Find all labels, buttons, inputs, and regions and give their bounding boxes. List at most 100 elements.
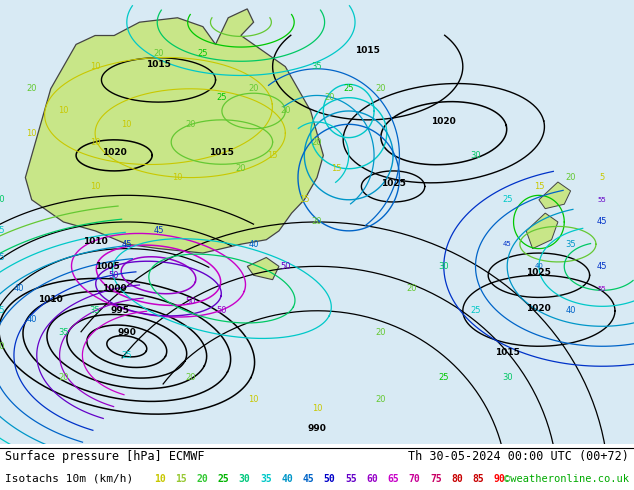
Text: 1015: 1015 xyxy=(355,46,380,55)
Text: 45: 45 xyxy=(597,262,607,271)
Text: 20: 20 xyxy=(153,49,164,58)
Text: 20: 20 xyxy=(375,395,385,404)
Text: 20: 20 xyxy=(312,138,322,147)
Text: 85: 85 xyxy=(472,474,484,484)
Polygon shape xyxy=(526,213,558,248)
Text: 25: 25 xyxy=(344,84,354,93)
Text: 5: 5 xyxy=(600,173,605,182)
Text: 55: 55 xyxy=(345,474,357,484)
Text: 1020: 1020 xyxy=(526,304,552,313)
Text: 20: 20 xyxy=(375,328,385,338)
Text: 15: 15 xyxy=(534,182,544,191)
Text: 1020: 1020 xyxy=(101,148,127,157)
Text: 25: 25 xyxy=(439,373,449,382)
Text: 50: 50 xyxy=(217,306,227,315)
Text: 30: 30 xyxy=(239,474,250,484)
Text: 40: 40 xyxy=(566,306,576,315)
Text: 20: 20 xyxy=(185,120,195,129)
Text: 25: 25 xyxy=(0,306,5,315)
Text: 1015: 1015 xyxy=(209,148,235,157)
Text: 35: 35 xyxy=(566,240,576,248)
Text: 25: 25 xyxy=(122,351,132,360)
Text: 10: 10 xyxy=(312,404,322,413)
Text: 995: 995 xyxy=(111,306,130,315)
Text: 10: 10 xyxy=(27,129,37,138)
Text: 1020: 1020 xyxy=(431,117,456,126)
Text: 15: 15 xyxy=(299,196,309,204)
Text: 50: 50 xyxy=(280,262,290,271)
Text: 25: 25 xyxy=(217,474,230,484)
Text: 60: 60 xyxy=(366,474,378,484)
Text: 1010: 1010 xyxy=(38,295,63,304)
Text: 30: 30 xyxy=(502,373,512,382)
Text: 15: 15 xyxy=(331,164,341,173)
Text: 45: 45 xyxy=(302,474,314,484)
Text: 10: 10 xyxy=(90,182,100,191)
Text: 20: 20 xyxy=(185,373,195,382)
Text: 50: 50 xyxy=(185,297,195,306)
Text: 10: 10 xyxy=(249,395,259,404)
Text: 30: 30 xyxy=(470,151,481,160)
Text: 40: 40 xyxy=(27,315,37,324)
Text: Surface pressure [hPa] ECMWF: Surface pressure [hPa] ECMWF xyxy=(5,450,205,464)
Text: 50: 50 xyxy=(324,474,335,484)
Text: 40: 40 xyxy=(14,284,24,293)
Text: 10: 10 xyxy=(58,106,68,116)
Text: 10: 10 xyxy=(154,474,165,484)
Text: 40: 40 xyxy=(249,240,259,248)
Text: 1025: 1025 xyxy=(380,179,406,189)
Text: 20: 20 xyxy=(249,84,259,93)
Text: 30: 30 xyxy=(0,196,5,204)
Text: 55: 55 xyxy=(598,286,607,292)
Text: 990: 990 xyxy=(117,328,136,337)
Text: 35: 35 xyxy=(90,306,100,315)
Text: 70: 70 xyxy=(409,474,420,484)
Text: 20: 20 xyxy=(27,84,37,93)
Text: 45: 45 xyxy=(153,226,164,235)
Text: 1015: 1015 xyxy=(495,348,520,357)
Text: 55: 55 xyxy=(598,197,607,203)
Text: 10: 10 xyxy=(172,173,183,182)
Text: 45: 45 xyxy=(503,241,512,247)
Text: 20: 20 xyxy=(236,164,246,173)
Text: 35: 35 xyxy=(0,253,5,262)
Text: 35: 35 xyxy=(312,62,322,71)
Polygon shape xyxy=(25,9,323,253)
Text: 25: 25 xyxy=(217,93,227,102)
Text: 45: 45 xyxy=(122,240,132,248)
Text: 10: 10 xyxy=(90,138,100,147)
Text: 90: 90 xyxy=(494,474,505,484)
Text: 20: 20 xyxy=(325,93,335,102)
Text: 50: 50 xyxy=(109,271,119,280)
Text: 20: 20 xyxy=(197,474,208,484)
Text: 30: 30 xyxy=(439,262,449,271)
Text: 20: 20 xyxy=(375,84,385,93)
Text: 25: 25 xyxy=(198,49,208,58)
Text: 20: 20 xyxy=(58,373,68,382)
Text: 1000: 1000 xyxy=(102,284,126,293)
Text: 45: 45 xyxy=(597,218,607,226)
Text: 990: 990 xyxy=(307,424,327,433)
Text: 35: 35 xyxy=(260,474,272,484)
Text: 25: 25 xyxy=(0,226,5,235)
Polygon shape xyxy=(247,257,279,280)
Text: 25: 25 xyxy=(502,196,512,204)
Text: 35: 35 xyxy=(58,328,68,338)
Text: 1015: 1015 xyxy=(146,60,171,69)
Text: 15: 15 xyxy=(268,151,278,160)
Text: 20: 20 xyxy=(280,106,290,116)
Text: 20: 20 xyxy=(312,218,322,226)
Text: Isotachs 10m (km/h): Isotachs 10m (km/h) xyxy=(5,474,133,484)
Text: 40: 40 xyxy=(281,474,293,484)
Text: 20: 20 xyxy=(0,342,5,351)
Text: 10: 10 xyxy=(122,120,132,129)
Text: 20: 20 xyxy=(566,173,576,182)
Text: 75: 75 xyxy=(430,474,442,484)
Text: 10: 10 xyxy=(90,62,100,71)
Polygon shape xyxy=(539,182,571,209)
Text: 80: 80 xyxy=(451,474,463,484)
Text: 25: 25 xyxy=(470,306,481,315)
Text: 1010: 1010 xyxy=(82,237,108,246)
Text: 40: 40 xyxy=(534,263,543,270)
Text: 1005: 1005 xyxy=(95,262,120,270)
